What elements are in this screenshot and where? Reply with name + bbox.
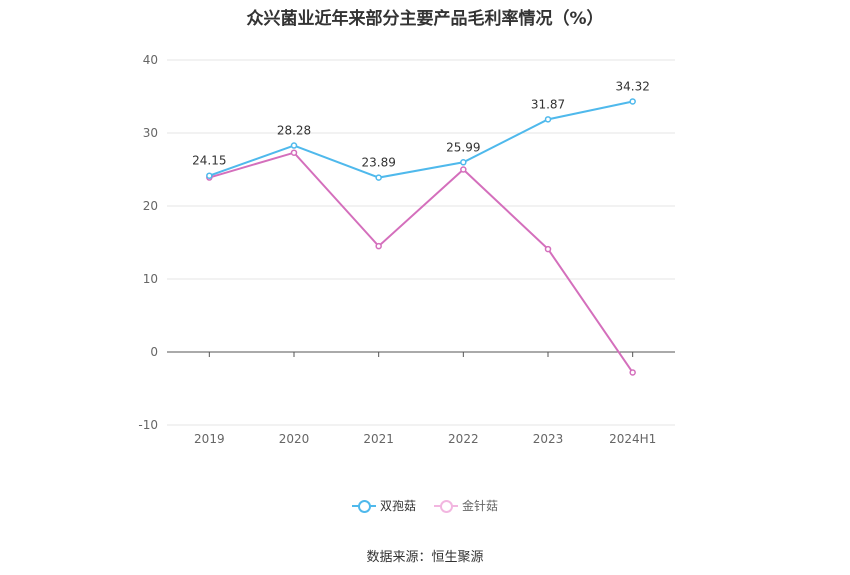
- chart-title: 众兴菌业近年来部分主要产品毛利率情况（%）: [246, 9, 604, 29]
- data-source: 数据来源：恒生聚源: [366, 550, 484, 565]
- legend-item-series-1[interactable]: 双孢菇: [351, 497, 416, 514]
- legend-swatch-series-1: [351, 499, 376, 513]
- legend-label-series-2: 金针菇: [462, 499, 499, 513]
- x-tick-label: 2019: [194, 432, 225, 446]
- data-label: 23.89: [361, 156, 395, 170]
- series-line-2: [209, 151, 634, 374]
- y-tick-label: 20: [143, 199, 158, 213]
- y-tick-label: 40: [143, 53, 158, 67]
- y-tick-label: 10: [143, 272, 158, 286]
- data-point-series-1: [290, 142, 298, 149]
- x-tick-label: 2021: [363, 432, 394, 446]
- data-label: 34.32: [615, 79, 649, 93]
- x-tick-label: 2023: [533, 432, 564, 446]
- legend-swatch-series-2: [434, 499, 458, 513]
- data-point-series-1: [460, 159, 467, 166]
- data-point-series-2: [375, 242, 382, 250]
- x-tick-label: 2022: [448, 432, 479, 446]
- data-label: 25.99: [446, 140, 480, 154]
- data-point-series-1: [629, 98, 636, 105]
- data-point-series-1: [375, 174, 382, 181]
- data-point-series-2: [290, 149, 298, 156]
- x-tick-label: 2024H1: [609, 432, 656, 446]
- data-point-series-1: [544, 116, 552, 123]
- data-label: 24.15: [192, 154, 226, 168]
- legend-label-series-1: 双孢菇: [379, 499, 416, 513]
- data-point-series-2: [460, 166, 467, 173]
- y-tick-label: 30: [143, 126, 158, 140]
- data-point-series-2: [629, 369, 636, 376]
- data-point-series-1: [206, 172, 213, 179]
- data-label: 28.28: [277, 124, 311, 138]
- series-line-1: [208, 100, 633, 179]
- x-tick-label: 2020: [279, 432, 310, 446]
- legend-item-series-2[interactable]: 金针菇: [434, 497, 498, 514]
- y-tick-label: -10: [138, 418, 158, 432]
- data-label: 31.87: [531, 97, 565, 111]
- y-tick-label: 0: [150, 345, 158, 359]
- data-point-series-2: [544, 245, 552, 253]
- legend: 双孢菇 金针菇: [0, 497, 850, 514]
